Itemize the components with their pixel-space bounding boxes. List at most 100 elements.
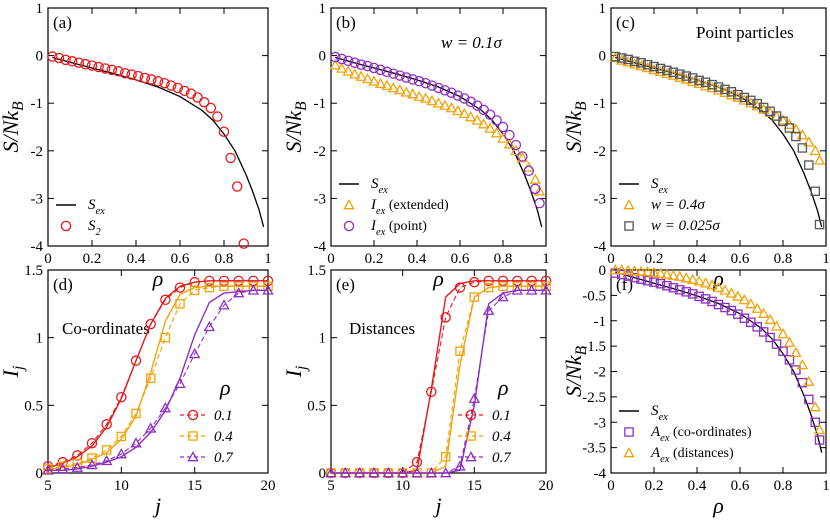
y-tick-label: -1 — [594, 96, 607, 112]
data-point — [739, 92, 750, 103]
data-point — [784, 123, 795, 133]
data-point — [687, 289, 698, 299]
data-point — [674, 270, 686, 281]
data-point — [413, 76, 425, 87]
data-point — [349, 57, 360, 68]
data-point — [641, 266, 654, 277]
legend-entry-label: 0.7 — [492, 450, 512, 466]
data-point — [733, 89, 743, 100]
data-point — [764, 313, 776, 325]
y-tick-label: -2.5 — [582, 390, 606, 406]
data-point — [439, 467, 452, 478]
data-point — [810, 186, 821, 197]
data-point — [517, 151, 528, 162]
data-point — [752, 322, 762, 332]
data-point — [712, 281, 725, 293]
legend-marker-sample — [60, 220, 72, 232]
panel-label: (c) — [616, 13, 635, 32]
data-point — [746, 95, 756, 106]
data-point — [231, 181, 243, 192]
y-tick-label: -1.5 — [582, 339, 606, 355]
x-axis-label: j — [432, 493, 441, 518]
data-line-dashed — [47, 285, 268, 470]
data-line-dashed — [47, 289, 268, 471]
legend-entry-label: 0.7 — [214, 450, 234, 466]
data-point — [329, 59, 342, 70]
legend-entry-label: 0.1 — [214, 408, 233, 424]
data-point — [700, 77, 711, 88]
data-point — [468, 392, 481, 403]
data-point — [336, 62, 348, 73]
legend-entry-label: Sex — [88, 197, 105, 217]
legend: ρ 0.1 0.4 0.7 — [180, 375, 234, 466]
data-point — [813, 154, 826, 165]
data-point — [145, 318, 156, 330]
data-point — [413, 90, 425, 101]
data-point — [446, 87, 457, 98]
data-point — [172, 82, 184, 94]
data-point — [511, 284, 524, 295]
series-w-0.025- — [610, 51, 825, 230]
y-tick-label: -4 — [31, 239, 44, 255]
x-axis-label: ρ — [712, 266, 724, 291]
data-point — [510, 139, 522, 151]
data-point — [80, 58, 91, 70]
data-point — [648, 266, 660, 277]
data-point — [471, 114, 483, 125]
legend-entry-label: 0.4 — [214, 429, 233, 445]
data-point — [86, 458, 98, 470]
panel-label: (a) — [53, 13, 72, 32]
plot-frame — [330, 269, 547, 474]
y-tick-label: 0 — [599, 49, 607, 65]
y-tick-label: 1.5 — [24, 263, 43, 279]
data-point — [145, 373, 156, 384]
x-tick-label: 0.8 — [494, 251, 513, 267]
data-point — [483, 275, 494, 287]
data-point — [146, 74, 157, 85]
series-0.7 — [325, 284, 552, 478]
data-point — [765, 106, 775, 117]
legend-entry-label: w = 0.025σ — [651, 218, 720, 234]
data-point — [617, 53, 627, 63]
panel-annotation: w = 0.1σ — [441, 33, 503, 52]
legend-entry-label: Iex (extended) — [370, 197, 449, 217]
data-point — [175, 299, 185, 309]
legend-marker-sample — [465, 451, 477, 462]
data-point — [116, 391, 127, 403]
data-point — [152, 76, 164, 87]
data-point — [635, 265, 647, 276]
x-tick-label: 0.8 — [215, 251, 234, 267]
data-point — [86, 60, 98, 71]
x-tick-label: 0 — [607, 251, 615, 267]
data-point — [113, 66, 124, 77]
y-axis-label: S/NkB — [281, 101, 310, 153]
data-point — [655, 278, 666, 289]
series-S-ex — [52, 56, 265, 228]
legend-entry-label: Sex — [651, 403, 668, 423]
data-point — [165, 80, 177, 91]
data-point — [498, 281, 508, 291]
y-tick-label: 1 — [36, 331, 44, 347]
x-tick-label: 5 — [327, 478, 335, 494]
legend-marker-sample — [465, 409, 477, 421]
legend-title: ρ — [497, 375, 509, 400]
x-axis-label: ρ — [152, 266, 164, 291]
fit-line — [48, 289, 268, 471]
legend-marker-sample — [187, 451, 199, 462]
data-point — [459, 93, 470, 104]
fit-line — [331, 289, 546, 474]
x-axis-label: j — [152, 493, 161, 518]
data-point — [101, 419, 112, 430]
y-tick-label: -1 — [594, 314, 607, 330]
data-point — [382, 467, 395, 478]
data-point — [803, 136, 815, 147]
data-point — [174, 377, 186, 389]
data-point — [813, 423, 826, 435]
panel-label: (e) — [336, 275, 355, 294]
data-point — [47, 51, 58, 62]
data-point — [174, 282, 186, 293]
